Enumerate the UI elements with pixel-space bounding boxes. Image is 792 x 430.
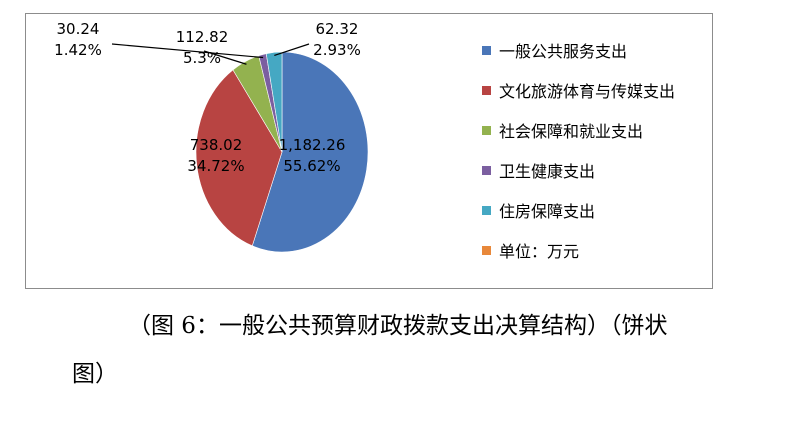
data-label-percent: 1.42% — [54, 41, 102, 59]
legend-label: 单位：万元 — [499, 242, 579, 261]
legend-swatch — [482, 86, 491, 95]
legend-label: 一般公共服务支出 — [499, 42, 627, 61]
leader-line — [274, 43, 310, 56]
leader-lines — [111, 43, 310, 65]
data-label-percent: 5.3% — [183, 49, 221, 67]
data-label-value: 112.82 — [176, 28, 229, 46]
chart-frame: 1,182.26 55.62% 738.02 34.72% 112.82 5.3% 30.2… — [25, 13, 713, 289]
data-label-percent: 34.72% — [187, 157, 244, 175]
data-label-percent: 55.62% — [283, 157, 340, 175]
data-label-percent: 2.93% — [313, 41, 361, 59]
data-label-value: 738.02 — [190, 136, 243, 154]
pie-slice — [195, 69, 283, 247]
pie-slice — [251, 51, 369, 253]
legend-swatch — [482, 206, 491, 215]
legend-label: 文化旅游体育与传媒支出 — [499, 82, 675, 101]
legend-label: 卫生健康支出 — [499, 162, 595, 181]
legend-swatch — [482, 166, 491, 175]
data-label-value: 30.24 — [57, 20, 100, 38]
legend-label: 社会保障和就业支出 — [499, 122, 643, 141]
pie-slices — [195, 51, 369, 253]
legend-swatch — [482, 126, 491, 135]
legend-swatch — [482, 246, 491, 255]
pie-chart: 1,182.26 55.62% 738.02 34.72% 112.82 5.3% 30.2… — [54, 20, 675, 261]
legend: 一般公共服务支出文化旅游体育与传媒支出社会保障和就业支出卫生健康支出住房保障支出… — [482, 42, 675, 261]
data-labels: 1,182.26 55.62% 738.02 34.72% 112.82 5.3% 30.2… — [54, 20, 361, 175]
caption-line-1: （图 6：一般公共预算财政拨款支出决算结构）（饼状 — [128, 313, 668, 339]
data-label-value: 62.32 — [316, 20, 359, 38]
legend-label: 住房保障支出 — [499, 202, 595, 221]
pie-slice — [265, 51, 283, 153]
data-label-value: 1,182.26 — [279, 136, 346, 154]
legend-swatch — [482, 46, 491, 55]
caption-line-2: 图） — [72, 361, 118, 387]
leader-line — [111, 43, 264, 59]
